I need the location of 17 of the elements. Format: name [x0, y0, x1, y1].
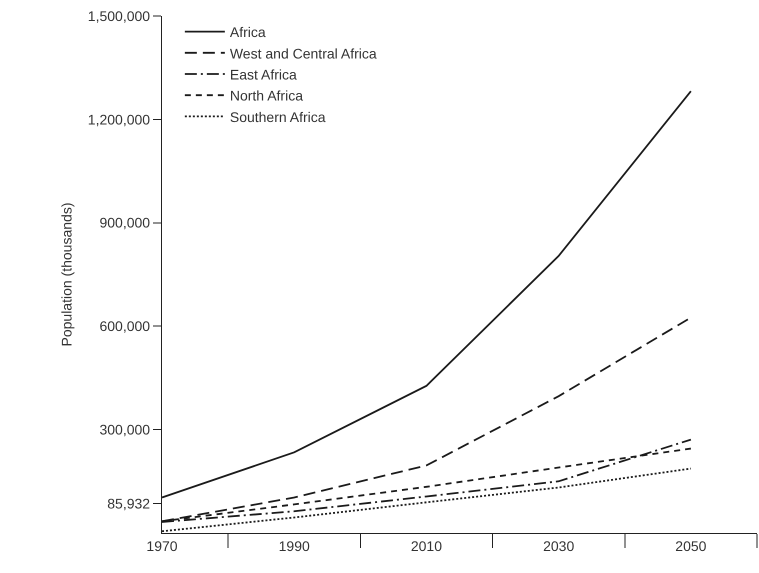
y-tick-label: 900,000 [99, 214, 150, 231]
y-tick-label: 300,000 [99, 422, 150, 438]
legend-label: East Africa [230, 66, 297, 82]
y-tick-label: 1,200,000 [88, 111, 150, 128]
x-tick-label: 1990 [278, 538, 310, 554]
y-tick-label: 85,932 [107, 495, 150, 512]
y-tick-label: 1,500,000 [88, 8, 150, 24]
y-tick-label: 600,000 [99, 318, 150, 334]
x-tick-label: 2050 [675, 538, 707, 554]
legend-label: Southern Africa [230, 108, 326, 125]
y-axis-title: Population (thousands) [58, 202, 74, 346]
legend-label: West and Central Africa [230, 45, 377, 62]
x-tick-label: 2030 [543, 538, 574, 554]
x-tick-label: 1970 [146, 538, 178, 554]
x-tick-label: 2010 [410, 538, 442, 554]
legend-label: Africa [230, 24, 266, 40]
legend-label: North Africa [230, 88, 304, 104]
